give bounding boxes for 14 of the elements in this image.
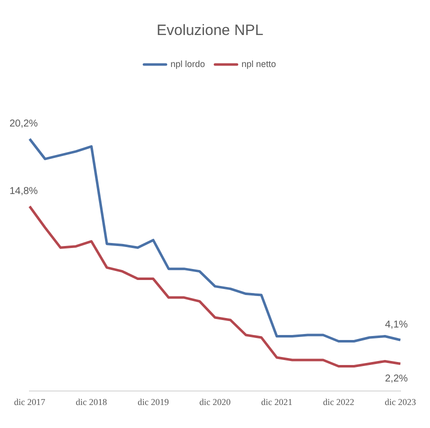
legend-label: npl lordo — [170, 58, 206, 69]
x-tick-label: dic 2020 — [199, 396, 232, 407]
data-label: 2,2% — [384, 373, 408, 384]
chart-title: Evoluzione NPL — [156, 22, 264, 40]
x-tick-label: dic 2018 — [76, 396, 108, 407]
legend-label: npl netto — [242, 58, 276, 69]
data-label: 4,1% — [384, 320, 408, 331]
x-tick-label: dic 2022 — [322, 396, 354, 407]
x-tick-label: dic 2021 — [261, 396, 292, 407]
x-tick-label: dic 2017 — [14, 396, 46, 407]
x-tick-label: dic 2019 — [138, 396, 170, 407]
data-label: 20,2% — [9, 118, 38, 130]
x-tick-label: dic 2023 — [384, 396, 416, 407]
data-label: 14,8% — [9, 186, 38, 198]
